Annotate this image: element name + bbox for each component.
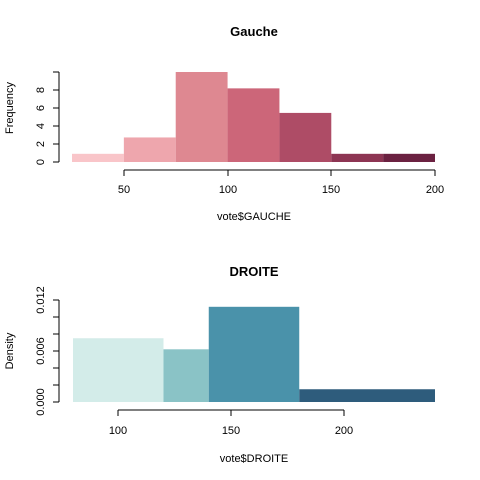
x-axis: 50 100 150 200: [118, 169, 444, 196]
y-axis-label: Density: [4, 332, 16, 369]
y-axis-label: Frequency: [4, 82, 16, 134]
histogram-bar: [383, 153, 435, 162]
x-tick-label: 200: [426, 184, 444, 196]
histogram-bar: [175, 72, 228, 162]
histogram-bar: [279, 112, 332, 162]
bars: [73, 306, 435, 402]
histogram-bar: [72, 153, 124, 162]
x-tick-label: 50: [118, 184, 130, 196]
x-axis-label: vote$GAUCHE: [217, 211, 291, 223]
chart-title: Gauche: [230, 24, 278, 39]
histogram-bar: [299, 389, 435, 402]
y-axis: 0 2 4 6 8: [35, 71, 60, 165]
y-tick-label: 4: [35, 123, 47, 129]
histogram-bar: [331, 153, 384, 162]
x-tick-label: 200: [335, 425, 353, 437]
y-tick-label: 0.000: [35, 388, 47, 416]
x-tick-label: 100: [219, 184, 237, 196]
histogram-bar: [163, 349, 209, 402]
y-tick-label: 8: [35, 87, 47, 93]
y-tick-label: 0.006: [35, 337, 47, 365]
x-tick-label: 100: [109, 425, 127, 437]
x-tick-label: 150: [222, 425, 240, 437]
histogram-bar: [73, 338, 164, 402]
y-tick-label: 2: [35, 141, 47, 147]
histogram-bar: [208, 306, 300, 402]
chart-title: DROITE: [229, 264, 278, 279]
histogram-bar: [123, 137, 176, 162]
histogram-droite: DROITE 100 150 200 0.000 0.006 0.012 vot…: [4, 264, 435, 465]
histogram-bar: [227, 88, 280, 162]
y-axis: 0.000 0.006 0.012: [35, 286, 60, 416]
x-tick-label: 150: [322, 184, 340, 196]
y-tick-label: 6: [35, 105, 47, 111]
histogram-gauche: Gauche 50 100 150 200 0 2 4 6 8 v: [4, 24, 444, 223]
y-tick-label: 0: [35, 159, 47, 165]
bars: [72, 72, 435, 162]
x-axis: 100 150 200: [109, 409, 353, 437]
y-tick-label: 0.012: [35, 286, 47, 314]
x-axis-label: vote$DROITE: [220, 453, 288, 465]
